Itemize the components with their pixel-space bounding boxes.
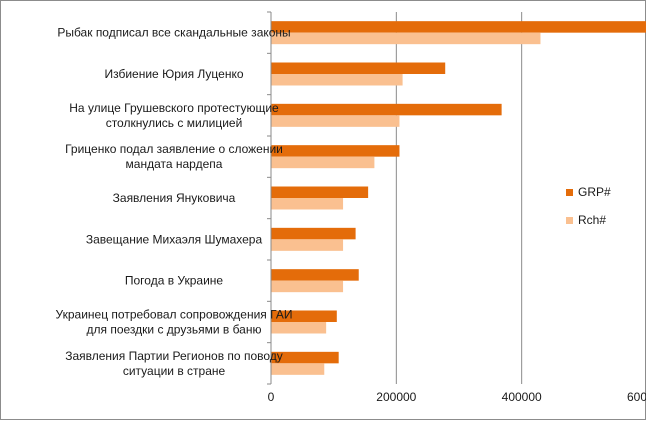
x-tick-label: 600000	[627, 390, 646, 404]
category-label: Украинец потребовал сопровождения ГАИ для…	[56, 308, 293, 337]
bar-grp	[271, 145, 400, 157]
bar-grp	[271, 186, 369, 198]
category-label: Завещание Михаэля Шумахера	[86, 232, 263, 246]
bar-grp	[271, 103, 502, 116]
bar-grp	[271, 310, 337, 322]
bars	[271, 21, 646, 375]
category-labels: Рыбак подписал все скандальные законы Изб…	[56, 26, 293, 378]
bar-rch	[271, 198, 344, 210]
legend: GRP# Rch#	[566, 185, 611, 227]
category-label: Заявления Партии Регионов по поводу ситуа…	[65, 349, 283, 378]
category-label: Заявления Януковича	[113, 191, 236, 205]
x-tick-label: 200000	[376, 390, 416, 404]
bar-grp	[271, 227, 356, 240]
legend-label: GRP#	[578, 185, 611, 199]
bar-rch	[271, 322, 327, 334]
x-tick-label: 0	[268, 390, 275, 404]
legend-swatch	[566, 189, 573, 196]
category-label: Избиение Юрия Луценко	[104, 67, 243, 81]
bar-rch	[271, 74, 403, 86]
bar-grp	[271, 351, 339, 364]
legend-label: Rch#	[578, 213, 606, 227]
legend-swatch	[566, 217, 573, 224]
bar-rch	[271, 115, 400, 127]
category-label: Гриценко подал заявление о сложении манда…	[65, 142, 283, 171]
bar-rch	[271, 280, 344, 293]
bar-grp	[271, 21, 646, 33]
category-label: Погода в Украине	[125, 274, 224, 288]
x-tick-label: 400000	[502, 390, 542, 404]
bar-grp	[271, 62, 446, 74]
category-label: На улице Грушевского протестующие столкну…	[69, 101, 279, 130]
axes	[267, 11, 272, 385]
bar-grp	[271, 269, 359, 281]
bar-rch	[271, 156, 375, 169]
bar-rch	[271, 239, 344, 251]
bar-rch	[271, 363, 325, 375]
category-label: Рыбак подписал все скандальные законы	[57, 26, 290, 40]
bar-rch	[271, 32, 541, 45]
tick-labels: 0200000400000600000800000	[268, 390, 646, 404]
